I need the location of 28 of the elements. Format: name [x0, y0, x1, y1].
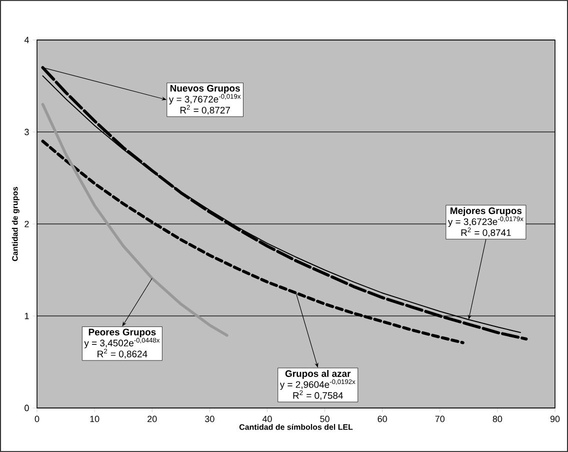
annotation: Grupos al azar	[285, 370, 351, 379]
annotation: y = 3,4502e$^{-0,0448x}$	[84, 338, 160, 348]
annotation: y = 2,9604e$^{-0,0192x}$	[280, 379, 356, 390]
y-tick-label: 3	[24, 128, 29, 136]
annotation: y = 3,7672e$^{-0,019x}$	[168, 94, 241, 104]
x-tick-label: 0	[34, 416, 40, 422]
x-tick-label: 70	[435, 416, 445, 422]
x-tick-label: 80	[492, 416, 502, 422]
y-tick-label: 2	[24, 220, 29, 228]
y-tick-label: 4	[24, 36, 29, 44]
annotation: R$^{2}$ = 0,8741	[461, 227, 511, 238]
annotation: R$^{2}$ = 0,7584	[293, 390, 343, 400]
annotation: R$^{2}$ = 0,8727	[180, 105, 230, 115]
annotation: R$^{2}$ = 0,8624	[98, 348, 148, 358]
annotation: Nuevos Grupos	[170, 84, 240, 94]
annotation: Mejores Grupos	[450, 207, 522, 216]
annotation: Peores Grupos	[88, 328, 156, 338]
x-tick-label: 90	[550, 416, 560, 422]
x-tick-label: 60	[378, 416, 387, 422]
annotation: y = 3,6723e$^{-0,0179x}$	[448, 216, 524, 227]
x-tick-label: 30	[205, 416, 214, 422]
y-tick-label: 0	[24, 404, 29, 412]
y-tick-label: 1	[24, 312, 29, 320]
x-tick-label: 50	[320, 416, 330, 422]
x-tick-label: 10	[90, 416, 100, 422]
x-tick-label: 20	[148, 416, 157, 422]
line-series	[41, 102, 228, 337]
x-tick-label: 40	[262, 416, 272, 422]
